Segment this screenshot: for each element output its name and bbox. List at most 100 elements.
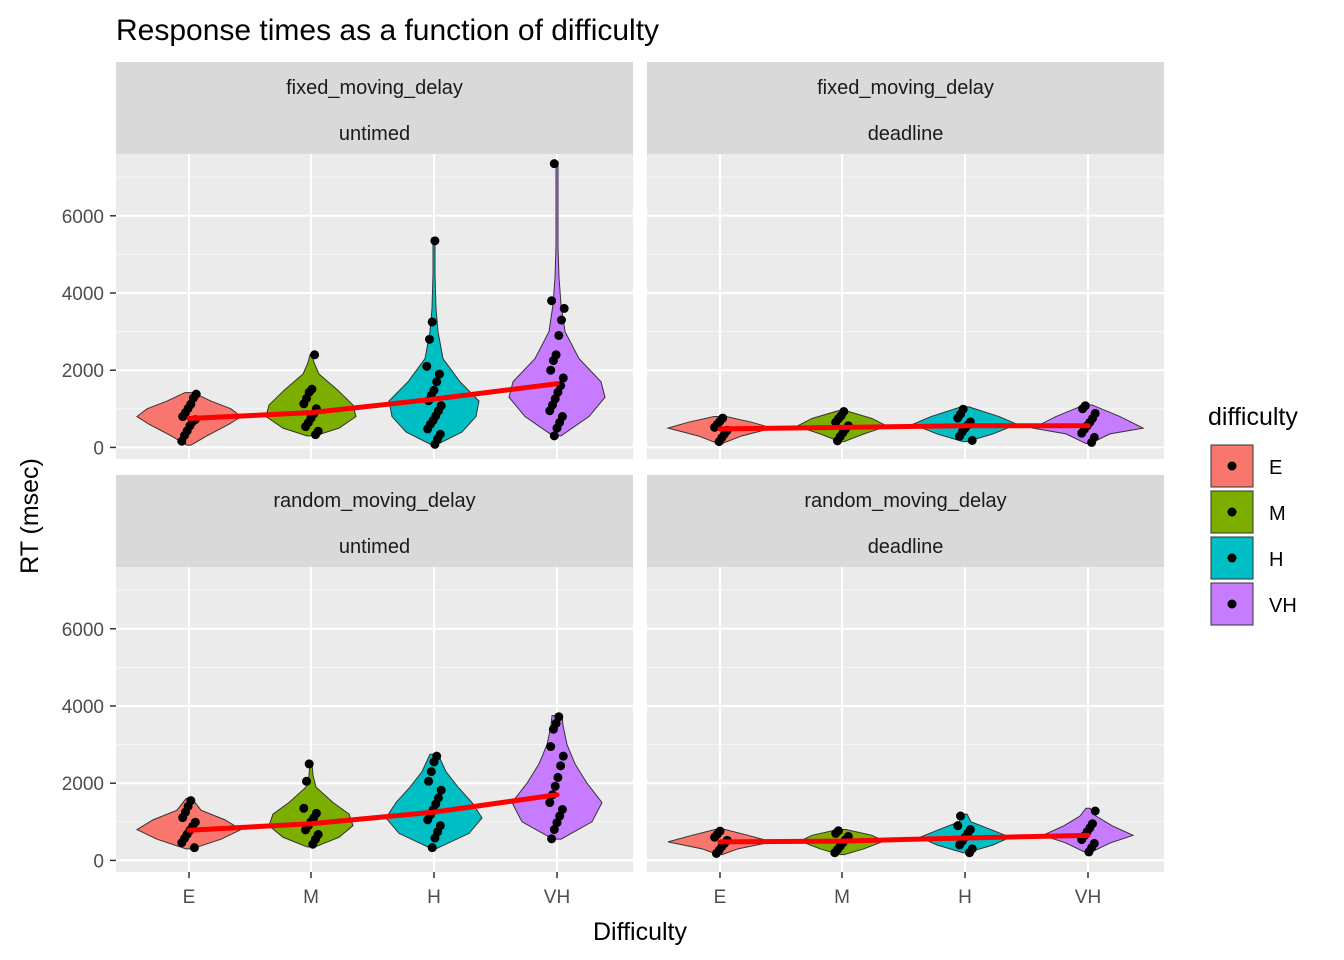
data-point <box>715 826 725 836</box>
facet-strip-top-label: random_moving_delay <box>273 490 475 512</box>
data-point <box>313 426 323 436</box>
data-point <box>190 817 200 827</box>
data-point <box>434 793 443 803</box>
y-tick-label: 2000 <box>62 774 104 795</box>
data-point <box>967 844 977 854</box>
data-point <box>435 821 445 831</box>
trend-line <box>717 423 1091 432</box>
data-point <box>833 826 843 836</box>
data-point <box>554 712 564 722</box>
x-tick-label: E <box>714 887 727 908</box>
data-point <box>546 742 556 752</box>
data-point <box>956 811 965 821</box>
facet-strip <box>647 475 1164 567</box>
y-tick-label: 0 <box>93 438 104 459</box>
facet-strip <box>116 475 633 567</box>
data-point <box>426 767 436 777</box>
data-point <box>553 772 563 782</box>
facet-strip-bottom-label: untimed <box>339 536 410 558</box>
x-tick-label: VH <box>1075 887 1101 908</box>
facet-strip <box>116 62 633 154</box>
data-point <box>186 796 196 806</box>
data-point <box>434 369 444 379</box>
facet-panel: fixed_moving_delay deadline <box>647 62 1164 459</box>
data-point <box>967 435 977 445</box>
legend-label: M <box>1269 503 1286 525</box>
data-point <box>551 350 561 360</box>
facet-panel: random_moving_delay deadline E M H VH <box>647 475 1164 908</box>
data-point <box>547 834 557 844</box>
data-point <box>189 843 199 853</box>
data-point <box>422 361 432 371</box>
data-point <box>545 798 555 808</box>
data-point <box>554 330 564 340</box>
data-point <box>557 315 566 325</box>
data-point <box>558 373 568 383</box>
data-point <box>559 303 569 313</box>
data-point <box>191 389 201 399</box>
data-point <box>432 751 442 761</box>
data-point <box>547 296 557 306</box>
data-point <box>424 776 434 786</box>
data-point <box>436 785 446 795</box>
data-point <box>313 830 323 840</box>
data-point <box>718 413 728 423</box>
facet-strip <box>647 62 1164 154</box>
legend-label: VH <box>1269 595 1297 617</box>
data-point <box>549 825 559 835</box>
data-point <box>436 401 446 411</box>
data-point <box>425 334 434 344</box>
data-point <box>427 843 437 853</box>
y-tick-label: 2000 <box>62 361 104 382</box>
data-point <box>427 317 437 327</box>
data-point <box>839 407 849 417</box>
legend-key-point <box>1227 599 1237 609</box>
data-point <box>307 384 317 394</box>
y-tick-label: 4000 <box>62 284 104 305</box>
data-point <box>429 385 439 395</box>
data-point <box>558 751 568 761</box>
trend-line <box>186 792 560 833</box>
x-axis-title: Difficulty <box>593 918 688 946</box>
legend-label: H <box>1269 549 1283 571</box>
trend-line <box>186 381 560 421</box>
x-tick-label: VH <box>544 887 570 908</box>
facet-strip-top-label: fixed_moving_delay <box>817 77 994 99</box>
data-point <box>430 236 440 246</box>
x-tick-label: H <box>427 887 441 908</box>
legend-title: difficulty <box>1208 403 1298 431</box>
data-point <box>432 377 442 387</box>
data-point <box>302 776 311 786</box>
data-point <box>556 761 566 771</box>
facet-strip-top-label: random_moving_delay <box>804 490 1006 512</box>
data-point <box>546 365 556 375</box>
trend-line <box>717 832 1091 845</box>
y-tick-label: 4000 <box>62 697 104 718</box>
facet-strip-bottom-label: deadline <box>868 123 944 145</box>
facet-strip-top-label: fixed_moving_delay <box>286 77 463 99</box>
legend: difficulty E M H VH <box>1208 403 1298 626</box>
y-tick-label: 6000 <box>62 620 104 641</box>
y-tick-label: 0 <box>93 851 104 872</box>
facet-strip-bottom-label: untimed <box>339 123 410 145</box>
x-tick-label: E <box>183 887 196 908</box>
data-point <box>557 412 567 422</box>
data-point <box>1090 806 1100 816</box>
data-point <box>965 825 975 835</box>
data-point <box>304 759 314 769</box>
x-tick-label: M <box>834 887 850 908</box>
data-point <box>1089 432 1099 442</box>
data-point <box>435 429 445 439</box>
legend-key-point <box>1227 461 1237 471</box>
x-tick-label: M <box>303 887 319 908</box>
x-tick-label: H <box>958 887 972 908</box>
data-point <box>953 821 963 831</box>
data-point <box>550 781 560 791</box>
facet-strip-bottom-label: deadline <box>868 536 944 558</box>
legend-key-point <box>1227 507 1237 517</box>
data-point <box>1090 408 1100 418</box>
data-point <box>311 808 321 818</box>
